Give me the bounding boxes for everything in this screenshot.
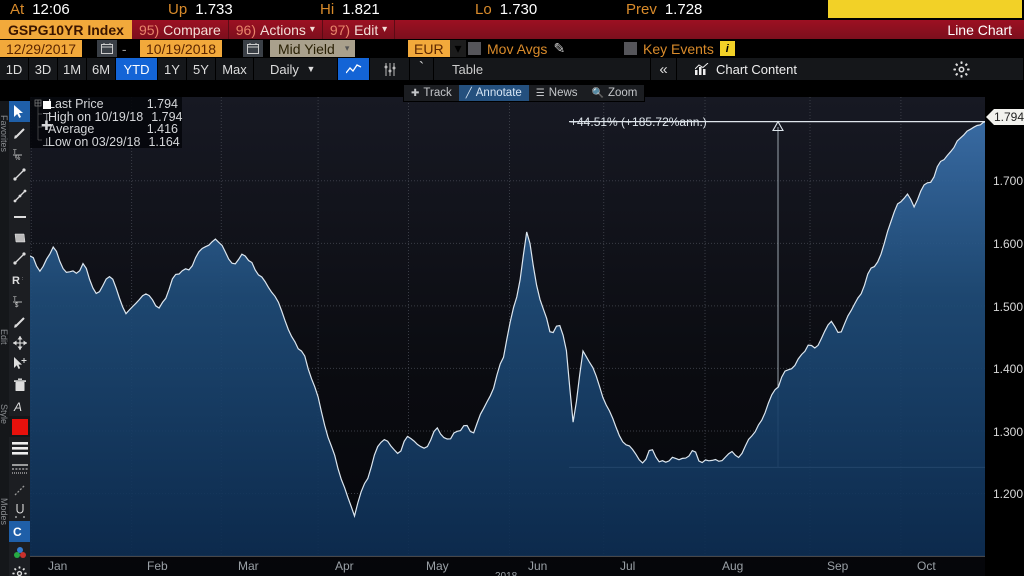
svg-text::: :: [22, 276, 23, 282]
svg-text:%: %: [15, 156, 21, 161]
svg-text:R: R: [12, 275, 20, 287]
svg-text:$: $: [15, 303, 19, 308]
svg-text:C: C: [13, 525, 22, 539]
svg-text:A: A: [13, 400, 22, 413]
